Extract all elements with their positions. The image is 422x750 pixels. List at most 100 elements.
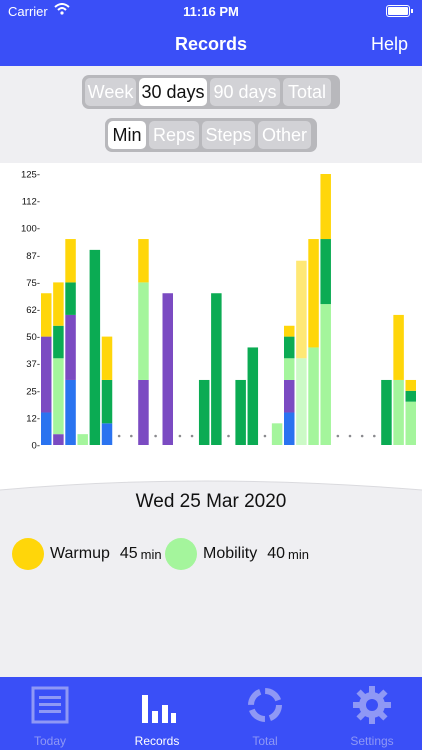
empty-day-dot <box>348 434 352 438</box>
bar-segment-lightgreen[interactable] <box>138 282 149 380</box>
tab-settings[interactable]: Settings <box>322 677 422 750</box>
bar-segment-yellow[interactable] <box>65 239 76 283</box>
tab-records[interactable]: Records <box>107 677 207 750</box>
metric-tab-reps[interactable]: Reps <box>149 121 199 149</box>
period-tab-30-days[interactable]: 30 days <box>139 78 207 106</box>
metric-tab-steps[interactable]: Steps <box>202 121 255 149</box>
tab-total[interactable]: Total <box>215 677 315 750</box>
bar-segment-green[interactable] <box>198 379 210 445</box>
gear-icon <box>353 686 391 724</box>
bar-segment-blue[interactable] <box>41 412 52 445</box>
bar-segment-green[interactable] <box>405 390 417 402</box>
bar-segment-green[interactable] <box>284 336 295 359</box>
selected-date: Wed 25 Mar 2020 <box>135 491 287 512</box>
tab-today[interactable]: Today <box>0 677 100 750</box>
tab-records-label: Records <box>134 734 180 748</box>
period-segmented-control: Week 30 days 90 days Total <box>82 75 340 109</box>
y-tick-label: 87- <box>26 251 40 262</box>
bar-segment-purple[interactable] <box>284 379 295 413</box>
empty-day-dot <box>227 434 230 438</box>
mobility-value: 40 <box>267 545 286 562</box>
empty-day-dot <box>263 434 267 438</box>
y-tick-label: 37- <box>26 359 40 370</box>
bar-segment-yellow[interactable] <box>308 239 319 348</box>
warmup-value: 45 <box>119 545 138 562</box>
y-tick-label: 125- <box>21 170 40 181</box>
period-tab-total[interactable]: Total <box>283 78 331 106</box>
bar-segment-yellow[interactable] <box>138 239 149 283</box>
bar-segment-purple[interactable] <box>162 293 174 445</box>
bar-segment-green[interactable] <box>211 293 222 445</box>
bar-segment-blue[interactable] <box>101 423 113 445</box>
metric-segmented-control: Min Reps Steps Other <box>105 118 317 152</box>
tab-bar: Today Records Total Settings <box>0 677 422 750</box>
empty-day-dot <box>117 434 121 438</box>
empty-day-dot <box>360 434 364 438</box>
bar-segment-yellow[interactable] <box>405 379 417 391</box>
bar-segment-yellow[interactable] <box>41 293 52 337</box>
bar-segment-blue[interactable] <box>65 379 76 445</box>
bar-segment-green[interactable] <box>320 239 331 305</box>
bar-segment-green[interactable] <box>247 347 259 445</box>
y-tick-label: 112- <box>22 197 40 208</box>
nav-bar: Records Help <box>0 22 422 66</box>
bar-segment-yellow[interactable] <box>53 282 64 326</box>
bar-segment-purple[interactable] <box>53 434 64 445</box>
bar-segment-yellow[interactable] <box>320 174 331 240</box>
bar-segment-yellow[interactable] <box>393 314 404 380</box>
tab-total-label: Total <box>252 734 278 748</box>
bar-segment-purple[interactable] <box>65 314 76 380</box>
help-button[interactable]: Help <box>370 34 408 54</box>
bar-segment-yellow[interactable] <box>101 336 113 380</box>
bar-segment-green[interactable] <box>101 379 113 424</box>
bar-segment-green[interactable] <box>53 325 64 359</box>
empty-day-dot <box>373 434 376 438</box>
bar-segment-lightgreen[interactable] <box>77 434 88 445</box>
warmup-color-dot <box>12 538 44 570</box>
bar-segment-lightgreen[interactable] <box>320 304 331 445</box>
bar-segment-lightgreen[interactable] <box>53 358 64 435</box>
bar-segment-lightgreen[interactable] <box>405 401 417 445</box>
bar-segment-green[interactable] <box>65 282 76 315</box>
mobility-color-dot <box>165 538 197 570</box>
status-bar: Carrier 11:16 PM <box>0 0 422 22</box>
bar-segment-lightgreen[interactable] <box>393 379 404 445</box>
period-tab-90-days[interactable]: 90 days <box>210 78 280 106</box>
bar-segment-green[interactable] <box>381 379 392 445</box>
metric-tab-other[interactable]: Other <box>258 121 311 149</box>
bar-segment-green[interactable] <box>235 379 246 445</box>
document-icon <box>31 686 69 724</box>
bar-segment-lightgreen[interactable] <box>308 347 319 445</box>
bar-segment-purple[interactable] <box>138 379 149 445</box>
bar-segment-yellow[interactable] <box>284 325 295 337</box>
bar-segment-lightgreen[interactable] <box>271 423 283 445</box>
stacked-bar-chart[interactable]: 125- 112- 100- 87- 75- 62- 50- 37- 25- 12- 0- <box>0 163 422 453</box>
clock: 11:16 PM <box>183 4 239 19</box>
y-tick-label: 12- <box>26 413 40 424</box>
bar-segment-yellow[interactable] <box>296 260 307 359</box>
battery-icon <box>386 5 413 17</box>
detail-item-warmup: Warmup 45 min <box>12 538 162 570</box>
period-tab-week[interactable]: Week <box>85 78 136 106</box>
bar-segment-purple[interactable] <box>41 336 52 413</box>
metric-tab-min[interactable]: Min <box>108 121 146 149</box>
tab-today-label: Today <box>33 734 67 748</box>
bar-segment-green[interactable] <box>89 249 101 445</box>
warmup-unit: min <box>140 546 162 562</box>
selection-pointer <box>0 446 422 491</box>
tab-settings-label: Settings <box>350 734 394 748</box>
y-tick-label: 25- <box>26 386 40 397</box>
records-chart[interactable]: 125- 112- 100- 87- 75- 62- 50- 37- 25- 12- 0- <box>0 163 422 453</box>
empty-day-dot <box>336 434 340 438</box>
page-title: Records <box>174 34 248 54</box>
bar-segment-blue[interactable] <box>284 412 295 445</box>
y-tick-label: 75- <box>26 278 40 289</box>
y-tick-label: 100- <box>21 224 40 235</box>
bar-segment-lightgreen[interactable] <box>284 358 295 380</box>
y-tick-label: 62- <box>26 305 40 316</box>
bar-segment-lightgreen[interactable] <box>296 358 307 445</box>
wifi-icon <box>54 3 70 15</box>
empty-day-dot <box>154 434 157 438</box>
y-tick-label: 0- <box>32 441 40 452</box>
warmup-label: Warmup <box>50 545 110 562</box>
